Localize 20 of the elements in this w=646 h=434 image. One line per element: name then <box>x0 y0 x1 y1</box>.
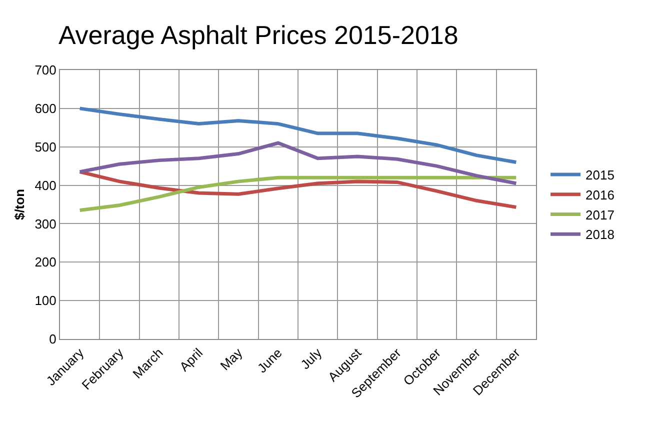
y-tick-label: 100 <box>34 293 56 308</box>
y-axis-title: $/ton <box>12 188 27 220</box>
y-tick-label: 0 <box>49 332 56 347</box>
y-tick-label: 600 <box>34 100 56 116</box>
chart-title: Average Asphalt Prices 2015-2018 <box>58 20 458 50</box>
x-tick-label: May <box>217 344 246 374</box>
line-series <box>78 141 518 186</box>
x-tick-label: July <box>298 344 325 372</box>
line-series <box>78 170 518 209</box>
line-series <box>78 176 518 212</box>
legend-label: 2017 <box>586 207 614 222</box>
line-series <box>78 106 518 164</box>
y-tick-label: 200 <box>34 254 56 270</box>
legend-label: 2015 <box>586 168 614 183</box>
y-tick-label: 400 <box>34 178 56 193</box>
y-tick-label: 500 <box>34 139 56 154</box>
y-tick-label: 300 <box>34 216 56 232</box>
legend-label: 2016 <box>586 187 614 202</box>
y-tick-label: 700 <box>34 62 56 78</box>
legend-label: 2018 <box>586 227 614 242</box>
